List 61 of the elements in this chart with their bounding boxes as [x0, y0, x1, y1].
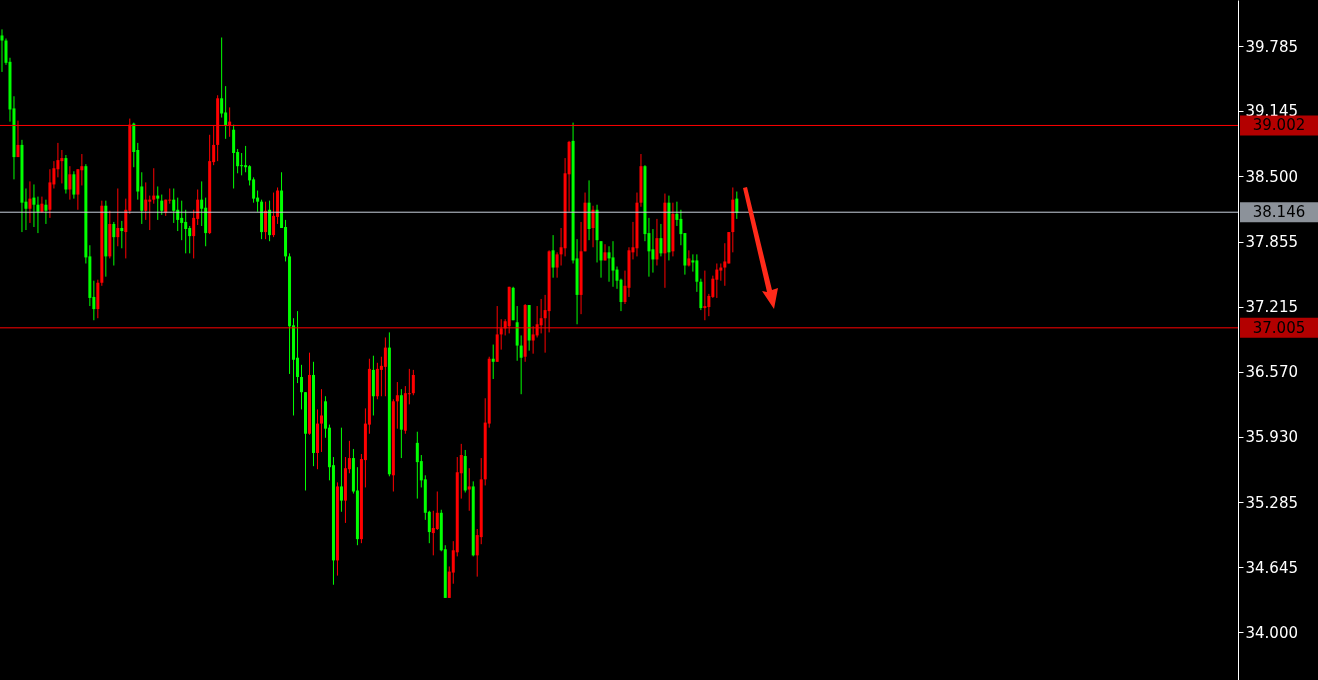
y-tick-label: 37.855 [1245, 233, 1298, 252]
candlestick [431, 510, 435, 556]
candlestick [383, 336, 387, 397]
candlestick [44, 199, 48, 225]
candlestick [272, 192, 276, 238]
candlestick [687, 249, 691, 268]
y-tick-label: 34.645 [1245, 558, 1298, 577]
candlestick [184, 209, 188, 254]
candlestick [148, 195, 152, 231]
candlestick [32, 183, 36, 228]
candlestick [160, 194, 164, 216]
y-tick-label: 36.570 [1245, 363, 1298, 382]
y-tick-label: 35.930 [1245, 428, 1298, 447]
candlestick [515, 305, 519, 362]
candlestick [112, 221, 116, 267]
candlestick [415, 431, 419, 500]
candlestick [591, 205, 595, 248]
ref-line-label: 37.005 [1252, 318, 1306, 337]
candlestick [395, 381, 399, 430]
candlestick [152, 167, 156, 205]
candlestick [703, 270, 707, 321]
candlestick [491, 344, 495, 380]
candlestick [120, 220, 124, 249]
candlestick [144, 181, 148, 221]
candlestick [296, 310, 300, 384]
candlestick [339, 427, 343, 513]
candlestick [611, 240, 615, 288]
candlestick [264, 201, 268, 240]
candlestick [659, 223, 663, 257]
candlestick [240, 152, 244, 176]
candlestick [224, 85, 228, 140]
candlestick [180, 200, 184, 241]
candlestick [68, 165, 72, 201]
y-tick-label: 38.500 [1245, 167, 1298, 186]
y-tick-label: 37.215 [1245, 298, 1298, 317]
candlestick [319, 388, 323, 453]
candlestick [715, 262, 719, 299]
candlestick [116, 187, 120, 247]
candlestick [172, 187, 176, 224]
candlestick [300, 364, 304, 410]
candlestick [0, 28, 4, 73]
candlestick [232, 124, 236, 189]
candlestick [519, 334, 523, 395]
candlestick [156, 185, 160, 221]
candlestick [655, 218, 659, 267]
candlestick [599, 240, 603, 279]
candlestick [435, 491, 439, 531]
candlestick [28, 180, 32, 224]
candlestick [607, 245, 611, 283]
candlestick [188, 225, 192, 254]
y-tick-label: 34.000 [1245, 623, 1298, 642]
candlestick [551, 234, 555, 279]
candlestick [411, 369, 415, 396]
y-tick-label: 39.785 [1245, 37, 1298, 56]
candlestick [72, 170, 76, 200]
candlestick [735, 191, 739, 220]
candlestick [467, 467, 471, 512]
ref-line-label: 38.146 [1252, 203, 1306, 222]
candlestick [176, 197, 180, 232]
candlestick [603, 243, 607, 261]
y-tick-label: 35.285 [1245, 493, 1298, 512]
